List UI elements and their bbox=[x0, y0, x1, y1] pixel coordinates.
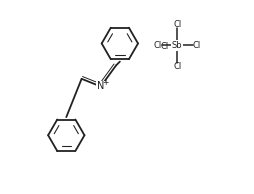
Text: Cl: Cl bbox=[160, 42, 168, 51]
Text: +: + bbox=[101, 78, 108, 87]
Text: Cl: Cl bbox=[192, 41, 200, 50]
Text: N: N bbox=[97, 81, 104, 92]
Text: Cl: Cl bbox=[172, 62, 181, 71]
Text: Sb: Sb bbox=[171, 41, 182, 50]
Text: Cl: Cl bbox=[153, 41, 162, 50]
Text: Cl: Cl bbox=[172, 20, 181, 29]
